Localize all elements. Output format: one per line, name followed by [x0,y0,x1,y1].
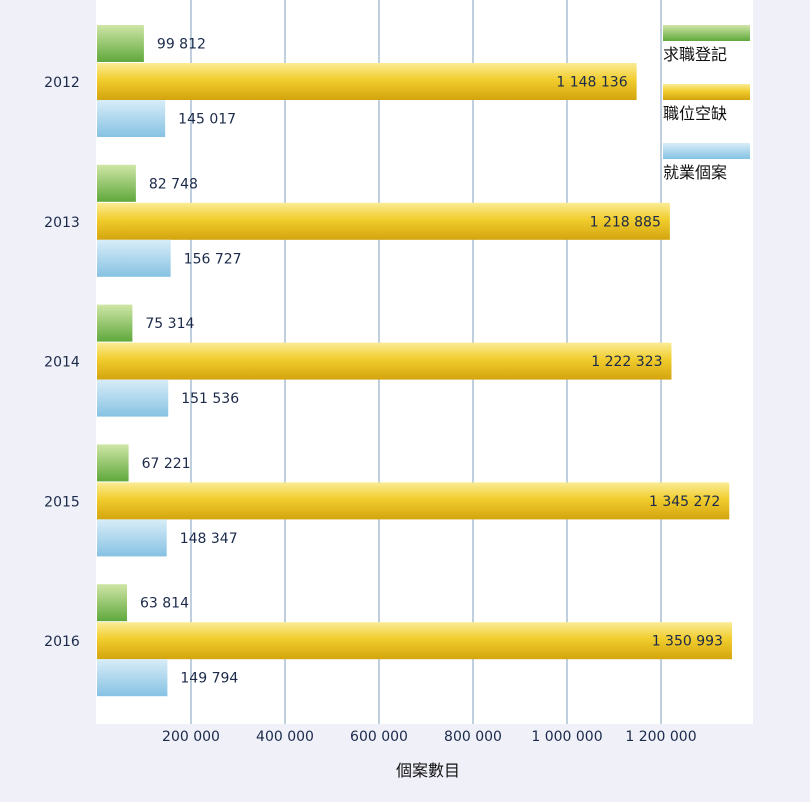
bars [97,25,732,697]
bar-1 [97,482,730,520]
category-label: 2014 [44,355,80,371]
data-label: 63 814 [140,596,189,612]
bar-1 [97,63,637,100]
data-label: 149 794 [180,671,238,687]
bar-0 [97,25,144,62]
data-label: 145 017 [178,112,236,128]
legend-swatch [663,84,750,100]
bar-0 [97,304,133,342]
data-label: 151 536 [181,391,239,407]
legend-label: 就業個案 [663,163,727,182]
x-tick-label: 1 000 000 [531,729,602,745]
x-axis-title: 個案數目 [396,761,460,780]
bar-1 [97,342,672,380]
bar-2 [97,519,167,557]
category-label: 2015 [44,494,80,510]
x-tick-label: 400 000 [256,729,314,745]
x-tick-label: 800 000 [444,729,502,745]
bar-2 [97,659,168,697]
data-label: 1 350 993 [652,634,723,650]
bar-0 [97,584,127,622]
legend-swatch [663,143,750,159]
data-label: 67 221 [142,456,191,472]
legend-label: 職位空缺 [663,104,727,123]
bar-2 [97,239,171,277]
data-label: 1 222 323 [591,354,662,370]
category-labels: 2012 2013 2014 2015 2016 [44,75,80,650]
data-label: 156 727 [184,251,242,267]
bar-1 [97,622,732,660]
bar-2 [97,100,166,137]
x-tick-label: 1 200 000 [625,729,696,745]
bar-0 [97,444,129,482]
data-label: 1 345 272 [649,494,720,510]
data-label: 1 148 136 [556,75,627,91]
data-labels: 99 812 1 148 136 145 017 82 748 1 218 885 156… [140,37,723,687]
data-label: 148 347 [180,531,238,547]
legend-label: 求職登記 [663,45,727,64]
x-tick-label: 600 000 [350,729,408,745]
category-label: 2012 [44,75,80,91]
data-label: 1 218 885 [590,214,661,230]
legend-swatch [663,25,750,41]
data-label: 82 748 [149,176,198,192]
x-tick-label: 200 000 [162,729,220,745]
data-label: 75 314 [145,316,194,332]
category-label: 2016 [44,634,80,650]
x-tick-labels: 200 000 400 000 600 000 800 000 1 000 000 1 2… [162,729,697,745]
bar-0 [97,164,136,202]
data-label: 99 812 [157,37,206,53]
category-label: 2013 [44,215,80,231]
bar-1 [97,202,670,240]
bar-2 [97,379,169,417]
